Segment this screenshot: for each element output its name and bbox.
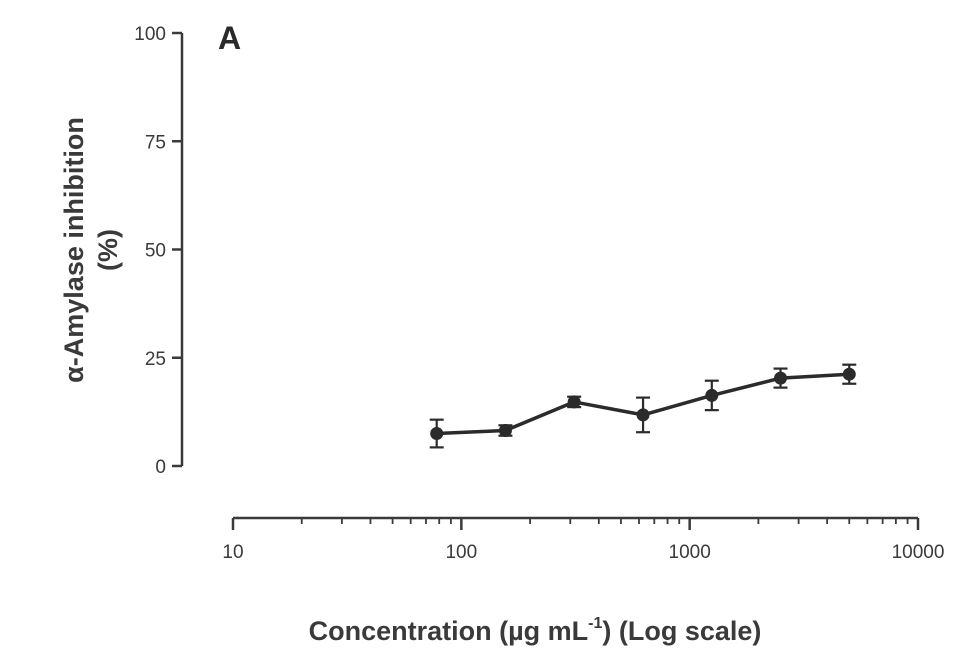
panel-label: A <box>218 20 241 56</box>
y-tick-label: 0 <box>155 457 166 478</box>
x-axis-title-superscript: -1 <box>588 615 602 632</box>
plot-area <box>429 363 857 449</box>
data-point <box>774 371 788 385</box>
x-axis-title-main: Concentration (µg mL <box>309 616 589 646</box>
data-point <box>567 395 581 409</box>
y-axis-title-line1: α-Amylase inhibition <box>59 117 89 383</box>
data-point <box>636 408 650 422</box>
data-point <box>430 427 444 441</box>
x-tick-label: 1000 <box>669 542 711 563</box>
x-tick-label: 100 <box>445 542 477 563</box>
x-axis: 10 100 1000 10000 <box>222 516 945 563</box>
y-tick-label: 50 <box>145 241 166 262</box>
x-axis-title-suffix: ) (Log scale) <box>602 616 761 646</box>
y-tick-label: 75 <box>145 132 166 153</box>
x-axis-title: Concentration (µg mL-1) (Log scale) <box>309 615 762 646</box>
data-point <box>705 388 719 402</box>
y-axis-title-line2: (%) <box>93 229 123 271</box>
y-tick-label: 25 <box>145 349 166 370</box>
data-point <box>498 423 512 437</box>
data-point <box>842 367 856 381</box>
x-tick-label: 10 <box>222 542 243 563</box>
y-tick-label: 100 <box>134 24 166 45</box>
x-tick-label: 10000 <box>892 542 945 563</box>
y-axis: 0 25 50 75 100 <box>134 24 184 478</box>
